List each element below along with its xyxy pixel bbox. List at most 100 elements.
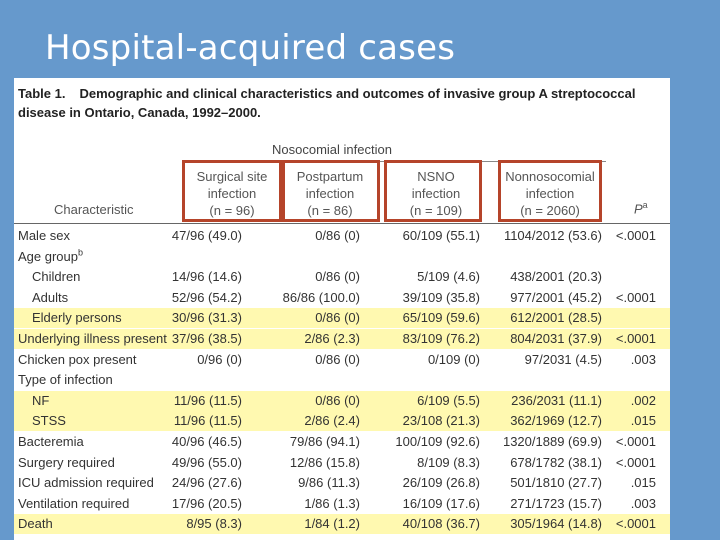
col-header-nonnosocomial: Nonnosocomial infection (n = 2060) <box>500 168 600 219</box>
table-cell: 362/1969 (12.7) <box>510 413 602 429</box>
table-cell: 5/109 (4.6) <box>417 269 480 285</box>
table-cell: 8/109 (8.3) <box>417 454 480 470</box>
table-row: Underlying illness present 37/96 (38.5) 2/… <box>14 329 670 349</box>
table-cell: 0/86 (0) <box>315 351 360 367</box>
row-label-text: Chicken pox present <box>18 351 137 367</box>
table-row: NF 11/96 (11.5) 0/86 (0) 6/109 (5.5) 236/203… <box>14 390 670 411</box>
table-cell: 1/84 (1.2) <box>304 516 360 532</box>
row-label-text: Children <box>32 269 81 285</box>
table-cell: 65/109 (59.6) <box>402 310 480 326</box>
col-header-postpartum: Postpartum infection (n = 86) <box>284 168 376 219</box>
col-header-line: (n = 86) <box>307 203 353 218</box>
table-cell: 79/86 (94.1) <box>289 434 360 449</box>
table-row: Chicken pox present 0/96 (0) 0/86 (0) 0/109… <box>14 350 670 370</box>
table-row: Elderly persons 30/96 (31.3) 0/86 (0) 65/10… <box>14 308 670 329</box>
table-cell: 40/96 (46.5) <box>171 434 242 449</box>
column-highlight-box <box>182 160 282 222</box>
characteristic-header: Characteristic <box>54 202 134 217</box>
row-label-text: Bacteremia <box>18 434 84 449</box>
p-value-cell: .015 <box>630 475 656 491</box>
table-row: Children 14/96 (14.6) 0/86 (0) 5/109 (4.6) 4… <box>14 267 670 287</box>
header-rule <box>14 223 670 224</box>
table-row: Death 8/95 (8.3) 1/84 (1.2) 40/108 (36.7) 30… <box>14 514 670 535</box>
table-cell: 0/86 (0) <box>315 310 360 326</box>
row-label-text: STSS <box>32 413 66 429</box>
table-cell: 37/96 (38.5) <box>171 331 242 346</box>
col-header-surgical: Surgical site infection (n = 96) <box>186 168 278 219</box>
p-value-cell: <.0001 <box>615 516 656 532</box>
table-cell: 8/95 (8.3) <box>186 516 242 532</box>
table-cell: 0/86 (0) <box>315 392 360 408</box>
row-label: Elderly persons <box>32 308 122 328</box>
table-cell: 678/1782 (38.1) <box>510 454 602 470</box>
column-highlight-box <box>498 160 602 222</box>
table-row: Age groupb <box>14 247 670 267</box>
p-value-cell: .015 <box>630 413 656 429</box>
row-label-text: ICU admission required <box>18 475 154 491</box>
table-cell: 0/86 (0) <box>315 269 360 285</box>
table-cell: 612/2001 (28.5) <box>510 310 602 326</box>
table-cell: 2/86 (2.4) <box>304 413 360 429</box>
row-label: ICU admission required <box>18 473 154 493</box>
table-cell: 24/96 (27.6) <box>171 475 242 491</box>
table-cell: 11/96 (11.5) <box>173 392 242 408</box>
col-header-line: Surgical site <box>196 169 268 184</box>
table-cell: 271/1723 (15.7) <box>510 495 602 511</box>
table-cell: 40/108 (36.7) <box>402 516 480 532</box>
row-label: Age groupb <box>18 247 83 267</box>
column-highlight-box <box>282 160 380 222</box>
col-header-line: (n = 2060) <box>520 203 580 218</box>
row-label: Children <box>32 267 80 287</box>
table-cell: 804/2031 (37.9) <box>510 331 602 346</box>
row-label-text: Age group <box>18 248 78 264</box>
col-header-nsno: NSNO infection (n = 109) <box>388 168 484 219</box>
table-cell: 1/86 (1.3) <box>304 495 360 511</box>
table-cell: 1320/1889 (69.9) <box>502 434 602 449</box>
table-cell: 2/86 (2.3) <box>304 331 360 346</box>
col-header-line: Postpartum <box>296 169 364 184</box>
table-cell: 977/2001 (45.2) <box>510 289 602 305</box>
table-cell: 52/96 (54.2) <box>171 289 242 305</box>
table-cell: 23/108 (21.3) <box>402 413 480 429</box>
table-row: Male sex 47/96 (49.0) 0/86 (0) 60/109 (55.1… <box>14 226 670 246</box>
table-cell: 83/109 (76.2) <box>402 331 480 346</box>
p-value-cell: .003 <box>630 495 656 511</box>
row-label: Death <box>18 514 53 534</box>
row-footnote-marker: b <box>78 247 84 258</box>
table-row: STSS 11/96 (11.5) 2/86 (2.4) 23/108 (21.3) 3… <box>14 411 670 432</box>
row-label: Adults <box>32 288 68 308</box>
table-cell: 47/96 (49.0) <box>171 228 242 243</box>
table-cell: 305/1964 (14.8) <box>510 516 602 532</box>
row-label: Ventilation required <box>18 494 129 514</box>
row-label: STSS <box>32 411 66 431</box>
col-header-line: infection <box>411 186 461 201</box>
table-cell: 97/2031 (4.5) <box>524 351 602 367</box>
table-row: Type of infection <box>14 370 670 390</box>
table-cell: 11/96 (11.5) <box>173 413 242 429</box>
column-highlight-box <box>384 160 482 222</box>
table-caption: Table 1. Demographic and clinical charact… <box>18 84 666 122</box>
col-header-line: infection <box>525 186 575 201</box>
row-label: Male sex <box>18 226 70 246</box>
p-header-footnote: a <box>642 200 648 210</box>
table-cell: 30/96 (31.3) <box>171 310 242 326</box>
table-cell: 60/109 (55.1) <box>402 228 480 243</box>
row-label-text: Underlying illness present <box>18 331 167 346</box>
row-label: Underlying illness present <box>18 329 167 349</box>
col-header-line: infection <box>207 186 257 201</box>
table-cell: 12/86 (15.8) <box>289 454 360 470</box>
p-value-cell: <.0001 <box>615 289 656 305</box>
p-value-cell: <.0001 <box>615 228 656 243</box>
p-value-cell: <.0001 <box>615 434 656 449</box>
row-label: Bacteremia <box>18 432 84 452</box>
row-label-text: Death <box>18 516 53 532</box>
table-cell: 438/2001 (20.3) <box>510 269 602 285</box>
table-cell: 236/2031 (11.1) <box>511 392 602 408</box>
table-row: ICU admission required 24/96 (27.6) 9/86 (… <box>14 473 670 493</box>
table-row: Adults 52/96 (54.2) 86/86 (100.0) 39/109 (3… <box>14 288 670 308</box>
table-cell: 86/86 (100.0) <box>282 289 360 305</box>
col-header-line: Nonnosocomial <box>505 169 595 184</box>
row-label-text: Ventilation required <box>18 495 130 511</box>
p-value-cell: .002 <box>630 392 656 408</box>
row-label-text: Male sex <box>18 228 71 243</box>
